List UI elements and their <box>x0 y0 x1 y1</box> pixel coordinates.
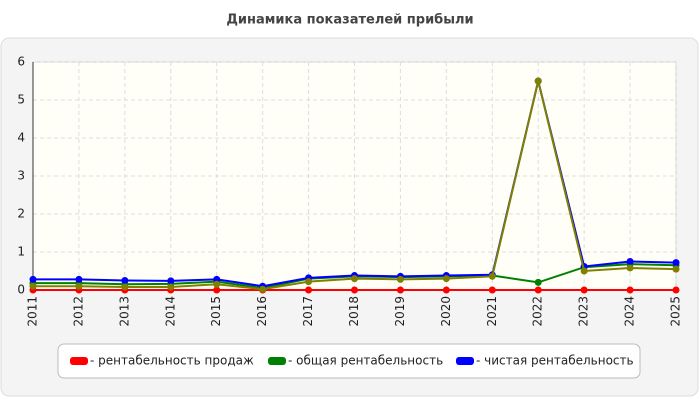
point <box>488 272 496 280</box>
point <box>626 264 634 272</box>
legend-swatch <box>70 357 88 365</box>
point <box>488 286 496 294</box>
x-tick-label: 2025 <box>669 296 683 327</box>
legend-swatch <box>268 357 286 365</box>
chart-title: Динамика показателей прибыли <box>226 13 473 28</box>
point <box>534 286 542 294</box>
point <box>213 286 221 294</box>
legend <box>57 343 641 379</box>
x-tick-label: 2016 <box>255 296 269 327</box>
y-tick-label: 5 <box>17 93 25 107</box>
point <box>442 275 450 283</box>
point <box>167 277 175 285</box>
legend-swatch <box>456 357 474 365</box>
point <box>672 259 680 267</box>
legend-label: - общая рентабельность <box>288 354 443 368</box>
x-tick-label: 2015 <box>209 296 223 327</box>
y-tick-label: 3 <box>17 169 25 183</box>
x-tick-label: 2012 <box>71 296 85 327</box>
point <box>167 283 175 291</box>
point <box>626 258 634 265</box>
point <box>580 286 588 294</box>
x-tick-label: 2022 <box>531 296 545 327</box>
point <box>121 277 129 284</box>
x-tick-label: 2018 <box>347 296 361 327</box>
point <box>305 286 313 294</box>
point <box>351 286 358 294</box>
point <box>75 282 83 290</box>
point <box>259 285 267 293</box>
x-tick-label: 2023 <box>577 296 591 327</box>
point <box>305 278 313 286</box>
point <box>75 275 83 283</box>
point <box>442 286 450 294</box>
legend-label: - чистая рентабельность <box>476 354 634 368</box>
legend-label: - рентабельность продаж <box>90 354 254 368</box>
x-tick-label: 2014 <box>163 296 177 327</box>
point <box>672 265 680 273</box>
y-tick-label: 1 <box>17 245 25 259</box>
point <box>29 275 37 283</box>
point <box>580 267 588 275</box>
point <box>29 282 37 290</box>
x-tick-label: 2019 <box>393 296 407 327</box>
point <box>213 275 221 283</box>
y-tick-label: 6 <box>17 55 25 69</box>
x-tick-label: 2013 <box>117 296 131 327</box>
y-tick-label: 0 <box>17 283 25 297</box>
point <box>396 286 404 294</box>
point <box>121 283 129 291</box>
x-tick-label: 2024 <box>623 296 637 327</box>
x-tick-label: 2011 <box>26 296 40 327</box>
x-tick-label: 2020 <box>439 296 453 327</box>
point <box>396 275 404 283</box>
point <box>534 77 542 85</box>
point <box>534 278 542 286</box>
y-tick-label: 4 <box>17 131 25 145</box>
x-tick-label: 2021 <box>485 296 499 327</box>
point <box>351 275 358 283</box>
point <box>672 286 680 294</box>
x-tick-label: 2017 <box>301 296 315 327</box>
y-tick-label: 2 <box>17 207 25 221</box>
point <box>626 286 634 294</box>
point <box>213 280 221 288</box>
